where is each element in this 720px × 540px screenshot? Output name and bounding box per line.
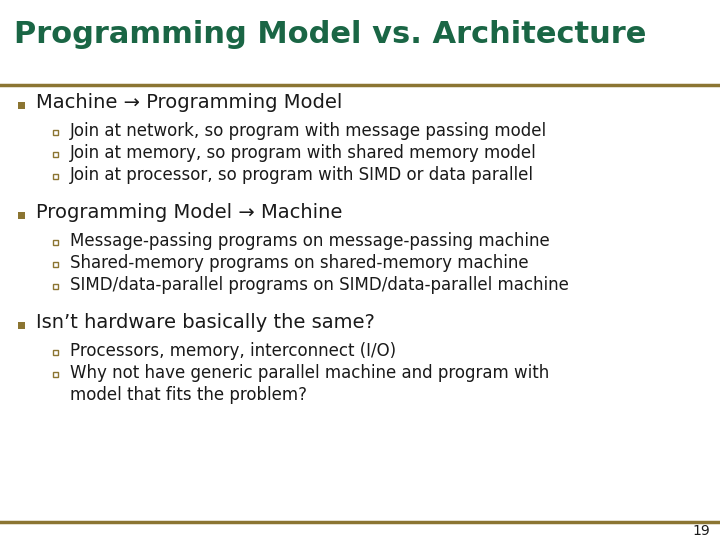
Bar [18,212,25,219]
Text: Machine → Programming Model: Machine → Programming Model [36,93,343,112]
Text: model that fits the problem?: model that fits the problem? [70,386,307,404]
Text: Message-passing programs on message-passing machine: Message-passing programs on message-pass… [70,232,550,250]
Text: Programming Model → Machine: Programming Model → Machine [36,204,343,222]
Text: Shared-memory programs on shared-memory machine: Shared-memory programs on shared-memory … [70,254,528,272]
Text: Programming Model vs. Architecture: Programming Model vs. Architecture [14,20,647,49]
Text: Why not have generic parallel machine and program with: Why not have generic parallel machine an… [70,364,549,382]
Bar [18,102,25,109]
Text: Join at network, so program with message passing model: Join at network, so program with message… [70,122,547,140]
Text: 19: 19 [692,524,710,538]
Bar [18,321,25,328]
Text: Processors, memory, interconnect (I/O): Processors, memory, interconnect (I/O) [70,342,396,360]
Text: Isn’t hardware basically the same?: Isn’t hardware basically the same? [36,314,375,333]
Text: SIMD/data-parallel programs on SIMD/data-parallel machine: SIMD/data-parallel programs on SIMD/data… [70,276,569,294]
Text: Join at memory, so program with shared memory model: Join at memory, so program with shared m… [70,144,536,162]
Text: Join at processor, so program with SIMD or data parallel: Join at processor, so program with SIMD … [70,166,534,184]
